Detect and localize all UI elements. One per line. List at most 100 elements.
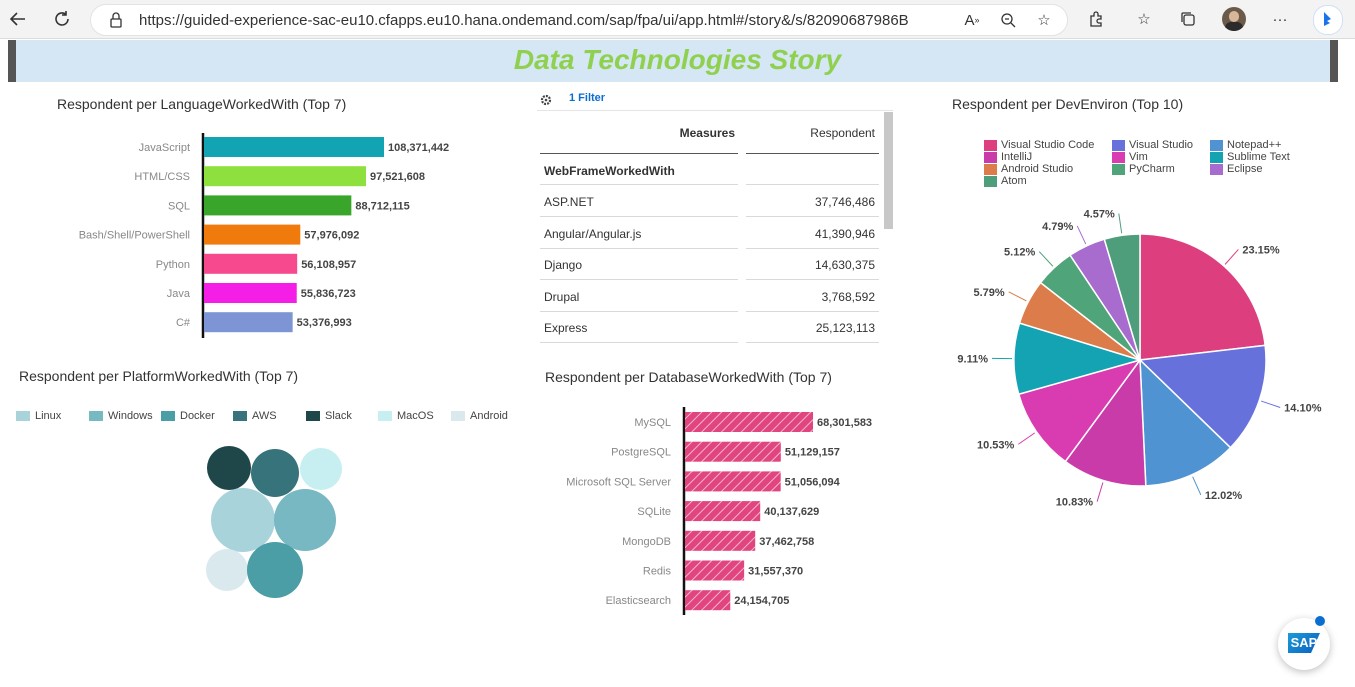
bar[interactable] (204, 312, 293, 333)
legend-item[interactable]: Slack (306, 410, 352, 422)
table-row[interactable]: Django 14,630,375 (537, 248, 882, 280)
legend-item[interactable]: Windows (89, 410, 153, 422)
bar[interactable] (204, 224, 301, 245)
legend-label: PyCharm (1129, 163, 1175, 175)
bubble-docker[interactable] (247, 542, 303, 598)
platform-bubble-chart[interactable] (190, 440, 360, 605)
settings-icon[interactable] (540, 93, 552, 111)
pie-slice[interactable] (1139, 233, 1266, 361)
legend-item[interactable]: Visual Studio Code (984, 139, 1094, 151)
collections-icon[interactable] (1178, 9, 1198, 29)
legend-item[interactable]: Android (451, 410, 508, 422)
profile-avatar[interactable] (1222, 7, 1246, 31)
bing-icon[interactable] (1313, 5, 1343, 35)
table-row[interactable]: Drupal 3,768,592 (537, 280, 882, 312)
data-label: 5.12% (1004, 247, 1035, 259)
bubble-android[interactable] (206, 549, 248, 591)
legend-item[interactable]: AWS (233, 410, 277, 422)
leader-line[interactable] (1008, 291, 1027, 302)
pie-slice[interactable] (1017, 358, 1142, 463)
legend-item[interactable]: Linux (16, 410, 61, 422)
leader-line[interactable] (1096, 482, 1104, 502)
bubble-macos[interactable] (300, 448, 342, 490)
zoom-icon[interactable] (998, 10, 1018, 30)
bar[interactable] (685, 471, 781, 492)
bubble-aws[interactable] (251, 449, 299, 497)
legend-item[interactable]: Notepad++ (1210, 139, 1281, 151)
header-underline (540, 153, 738, 154)
row-value: 41,390,946 (814, 227, 875, 241)
data-label: 88,712,115 (355, 200, 409, 212)
bar[interactable] (685, 412, 813, 432)
bar[interactable] (685, 441, 781, 462)
bubble-linux[interactable] (211, 488, 275, 552)
bar[interactable] (204, 195, 352, 216)
data-label: 37,462,758 (759, 536, 814, 548)
bar[interactable] (204, 166, 366, 187)
story-title: Data Technologies Story (513, 44, 842, 75)
lock-icon[interactable] (109, 12, 123, 33)
legend-item[interactable]: Sublime Text (1210, 151, 1290, 163)
database-bar-chart[interactable]: MySQL 68,301,583 PostgreSQL 51,129,157 Micro… (540, 395, 900, 620)
table-row[interactable]: Angular/Angular.js 41,390,946 (537, 217, 882, 249)
read-aloud-icon[interactable]: A» (964, 11, 980, 29)
bar[interactable] (685, 530, 756, 551)
category-label: Elasticsearch (606, 595, 671, 607)
legend-item[interactable]: Docker (161, 410, 215, 422)
legend-item[interactable]: Eclipse (1210, 163, 1262, 175)
category-label: Python (156, 259, 190, 271)
address-bar[interactable]: https://guided-experience-sac-eu10.cfapp… (90, 4, 1068, 36)
bar[interactable] (204, 283, 297, 303)
legend-swatch (1210, 139, 1223, 151)
legend-item[interactable]: Vim (1112, 151, 1148, 163)
legend-item[interactable]: Visual Studio (1112, 139, 1193, 151)
legend-item[interactable]: IntelliJ (984, 151, 1032, 163)
sap-assistant-button[interactable]: SAP (1278, 618, 1330, 670)
category-label: Java (167, 288, 191, 300)
database-chart-title: Respondent per DatabaseWorkedWith (Top 7… (545, 369, 832, 385)
bubble-windows[interactable] (274, 489, 336, 551)
favorites-icon[interactable]: ☆ (1137, 11, 1151, 28)
table-row[interactable]: ASP.NET 37,746,486 (537, 185, 882, 217)
bar[interactable] (685, 501, 761, 522)
leader-line[interactable] (1118, 213, 1123, 234)
pie-slice[interactable] (1139, 358, 1232, 487)
leader-line[interactable] (1261, 400, 1281, 408)
leader-line[interactable] (1224, 249, 1239, 265)
leader-line[interactable] (1076, 225, 1087, 245)
category-label: MongoDB (622, 536, 671, 548)
more-icon[interactable]: ··· (1272, 10, 1288, 28)
filter-bar[interactable]: 1 Filter (537, 88, 893, 111)
language-bar-chart[interactable]: JavaScript 108,371,442 HTML/CSS 97,521,608 S… (0, 120, 520, 350)
bar[interactable] (204, 137, 384, 157)
legend-item[interactable]: PyCharm (1112, 163, 1175, 175)
table-row[interactable]: Express 25,123,113 (537, 311, 882, 343)
legend-label: Sublime Text (1227, 151, 1290, 163)
bar[interactable] (685, 560, 745, 581)
leader-line[interactable] (1038, 251, 1054, 267)
back-icon[interactable] (6, 7, 30, 31)
leader-line[interactable] (1018, 432, 1036, 445)
filter-count-link[interactable]: 1 Filter (569, 92, 606, 104)
bubble-slack[interactable] (207, 446, 251, 490)
legend-item[interactable]: Atom (984, 175, 1027, 187)
category-label: JavaScript (139, 142, 190, 154)
row-name: Drupal (544, 290, 580, 304)
bar[interactable] (685, 590, 731, 611)
refresh-icon[interactable] (50, 7, 74, 31)
extensions-icon[interactable] (1086, 9, 1106, 29)
pie-slice[interactable] (1064, 357, 1147, 487)
sap-logo: SAP (1288, 633, 1320, 653)
pie-slice[interactable] (1138, 344, 1267, 449)
bar[interactable] (204, 253, 298, 274)
leader-line[interactable] (1192, 476, 1202, 496)
legend-item[interactable]: Android Studio (984, 163, 1073, 175)
data-label: 31,557,370 (748, 566, 803, 578)
favorite-add-icon[interactable]: ☆ (1037, 12, 1051, 29)
category-label: PostgreSQL (611, 447, 671, 459)
devenv-pie-chart[interactable]: 23.15% 14.10% 12.02% 10.83% 10.53% 9.11% 5.79%… (940, 195, 1340, 515)
table-scrollbar[interactable] (884, 112, 893, 229)
pie-slice[interactable] (1103, 233, 1141, 361)
url-text[interactable]: https://guided-experience-sac-eu10.cfapp… (139, 12, 909, 29)
legend-item[interactable]: MacOS (378, 410, 434, 422)
